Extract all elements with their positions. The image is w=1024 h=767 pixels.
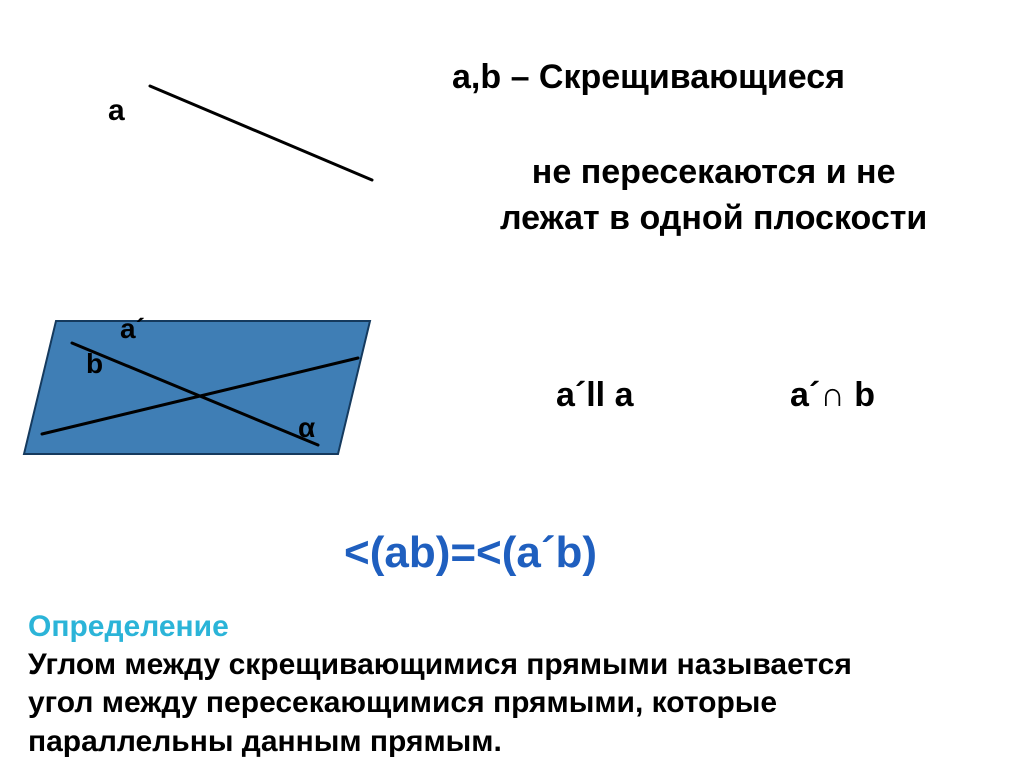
definition-line1: Углом между скрещивающимися прямыми назы… [28,646,852,684]
label-alpha: α [298,412,315,444]
definition-line3: параллельны данным прямым. [28,723,852,761]
line-a [150,86,372,180]
plane-alpha [24,321,370,454]
angle-formula: <(аb)=<(а´b) [344,528,597,578]
label-line-a: а [108,94,125,128]
definition-text: Углом между скрещивающимися прямыми назы… [28,646,852,761]
subtitle-line2: лежат в одной плоскости [500,196,927,242]
subtitle-line1: не пересекаются и не [500,150,927,196]
label-a-prime: а´ [120,313,145,345]
definition-line2: угол между пересекающимися прямыми, кото… [28,684,852,722]
relation-a-prime-intersect-b: а´∩ b [790,376,875,415]
title: а,b – Скрещивающиеся [452,58,845,97]
definition-label: Определение [28,610,229,644]
subtitle: не пересекаются и не лежат в одной плоск… [500,150,927,242]
slide-root: а а´ b α а,b – Скрещивающиеся не пересек… [0,0,1024,767]
label-b: b [86,348,103,380]
relation-a-prime-parallel-a: а´ll а [556,376,633,415]
